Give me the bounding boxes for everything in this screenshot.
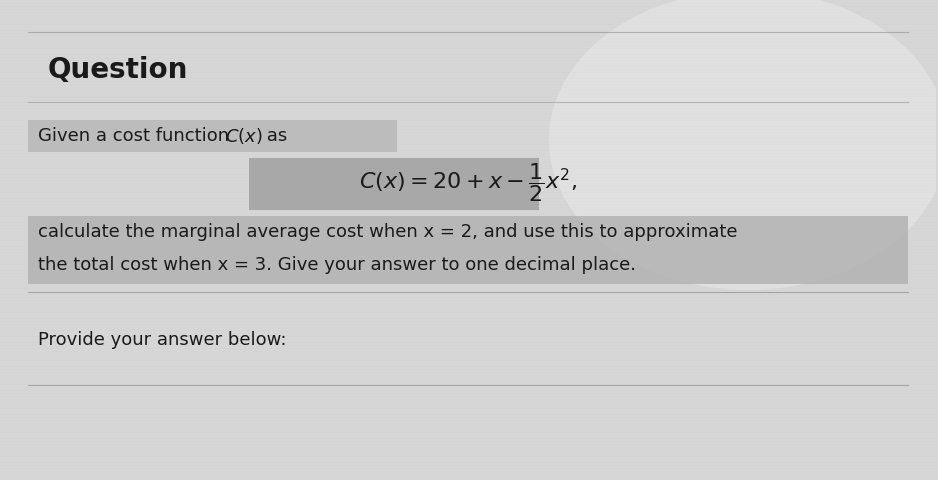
FancyBboxPatch shape: [250, 158, 538, 210]
FancyBboxPatch shape: [28, 216, 908, 284]
Text: the total cost when x = 3. Give your answer to one decimal place.: the total cost when x = 3. Give your ans…: [38, 256, 636, 274]
Text: $C(x) = 20 + x - \dfrac{1}{2}x^2,$: $C(x) = 20 + x - \dfrac{1}{2}x^2,$: [359, 162, 577, 204]
Text: Question: Question: [48, 56, 189, 84]
Text: Provide your answer below:: Provide your answer below:: [38, 331, 286, 349]
Ellipse shape: [549, 0, 938, 290]
Text: Given a cost function: Given a cost function: [38, 127, 234, 145]
Text: as: as: [262, 127, 288, 145]
FancyBboxPatch shape: [28, 120, 397, 152]
Text: calculate the marginal average cost when x = 2, and use this to approximate: calculate the marginal average cost when…: [38, 223, 737, 241]
Text: $C(x)$: $C(x)$: [224, 126, 263, 146]
